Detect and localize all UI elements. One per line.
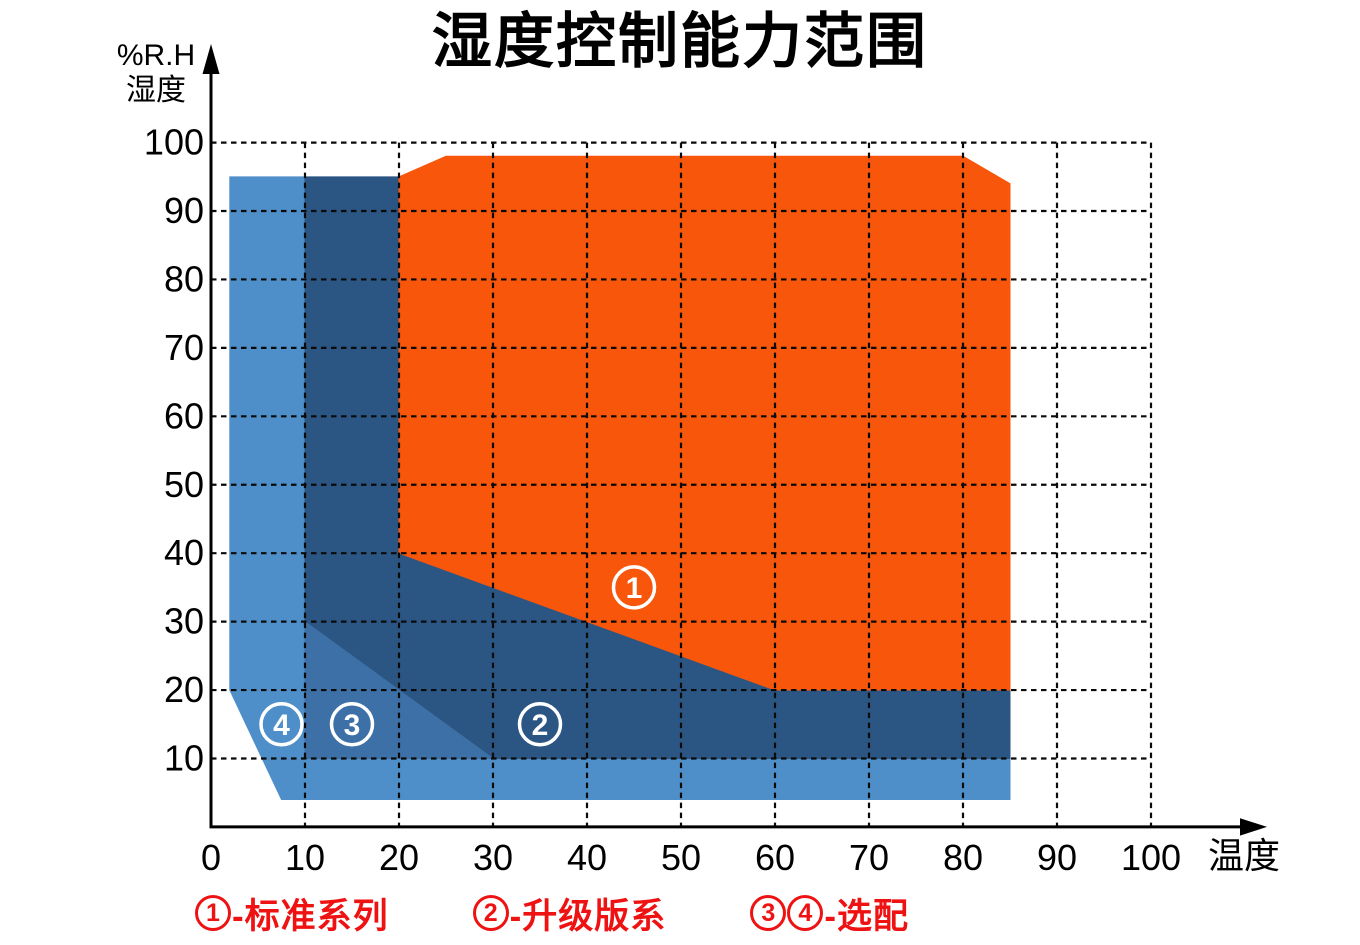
x-tick-label-60: 60 — [755, 837, 795, 878]
legend-item-3: 3 4 -选配 — [750, 888, 909, 939]
region-1-standard-orange-area — [398, 155, 1011, 691]
legend-item-2: 2 -升级版系 — [472, 888, 667, 939]
region-1-label-circle — [611, 565, 657, 610]
region-3-label-circle — [329, 702, 375, 747]
legend-item-1: 1 -标准系列 — [195, 888, 389, 939]
y-tick-label-60: 60 — [164, 395, 204, 436]
x-tick-label-70: 70 — [849, 837, 889, 878]
legend-circled-4-icon: 4 — [787, 895, 824, 931]
y-tick-label-40: 40 — [164, 532, 204, 573]
y-axis-label-unit: %R.H — [116, 39, 196, 72]
legend: 1 -标准系列 2 -升级版系 3 4 -选配 — [195, 888, 909, 938]
y-tick-label-80: 80 — [164, 258, 204, 299]
y-tick-label-30: 30 — [164, 601, 204, 642]
legend-item-2-text: -升级版系 — [509, 896, 667, 936]
region-4-label-number: 4 — [273, 709, 290, 742]
x-tick-label-20: 20 — [379, 837, 419, 878]
x-tick-label-50: 50 — [661, 837, 701, 878]
region-2-label-circle — [517, 702, 563, 747]
x-tick-label-90: 90 — [1037, 837, 1077, 878]
y-tick-label-20: 20 — [164, 669, 204, 710]
legend-item-3-text: -选配 — [824, 896, 909, 936]
x-tick-label-100: 100 — [1121, 837, 1181, 878]
y-tick-label-50: 50 — [164, 464, 204, 505]
x-tick-label-80: 80 — [943, 837, 983, 878]
x-tick-label-30: 30 — [473, 837, 513, 878]
y-tick-label-70: 70 — [164, 327, 204, 368]
y-axis-label-text: 湿度 — [126, 74, 186, 107]
y-axis-label: %R.H 湿度 — [106, 38, 206, 108]
legend-circled-3-icon: 3 — [750, 895, 787, 931]
y-tick-label-90: 90 — [164, 190, 204, 231]
x-tick-label-10: 10 — [285, 837, 325, 878]
legend-circled-1-icon: 1 — [195, 895, 231, 931]
region-4-label-circle — [259, 702, 304, 747]
x-axis-label: 温度 — [1208, 835, 1281, 876]
legend-item-1-text: -标准系列 — [232, 896, 389, 936]
legend-circled-2-icon: 2 — [472, 895, 509, 931]
region-3-label-number: 3 — [344, 709, 361, 742]
chart-title: 湿度控制能力范围 — [432, 8, 928, 75]
region-2-label-number: 2 — [532, 709, 549, 742]
x-tick-label-0: 0 — [201, 837, 221, 878]
y-tick-label-100: 100 — [144, 122, 204, 163]
y-tick-label-10: 10 — [164, 737, 204, 778]
x-tick-label-40: 40 — [567, 837, 607, 878]
y-axis-arrow-icon — [202, 44, 220, 74]
region-1-label-number: 1 — [626, 572, 643, 605]
x-axis-arrow-icon — [1240, 818, 1267, 836]
